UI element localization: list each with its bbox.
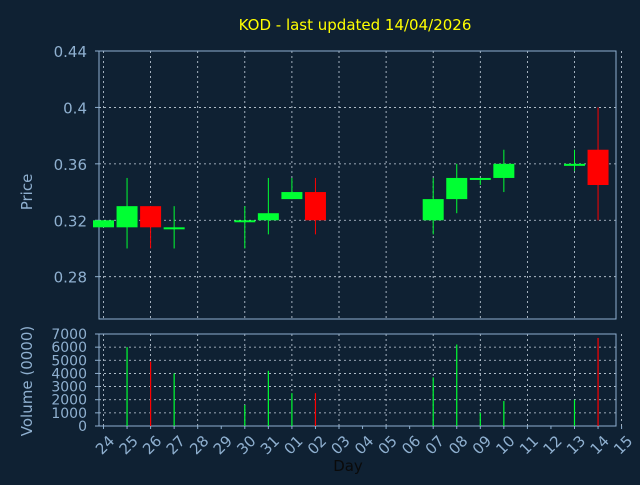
price-panel: 0.44 0.4 0.36 0.32 0.28: [54, 43, 622, 320]
price-plot-frame: [98, 50, 617, 320]
candle-body: [422, 199, 444, 221]
volume-y-tick-label: 2000: [51, 393, 87, 409]
candle-body: [140, 206, 162, 228]
volume-y-tick-label: 6000: [51, 340, 87, 356]
price-y-tick-label: 0.32: [54, 212, 87, 230]
price-y-axis-label: Price: [18, 174, 36, 211]
price-y-tick-label: 0.28: [54, 269, 87, 287]
volume-y-tick-label: 4000: [51, 366, 87, 382]
volume-y-tick-label: 3000: [51, 380, 87, 396]
price-y-tick-label: 0.36: [54, 156, 87, 174]
price-y-tick-label: 0.4: [63, 99, 87, 117]
candle-body: [304, 192, 326, 221]
candle-body: [493, 163, 515, 178]
candle-body: [564, 163, 585, 166]
volume-y-tick-label: 1000: [51, 406, 87, 422]
volume-y-tick-label: 7000: [51, 327, 87, 343]
candle-body: [446, 177, 468, 200]
candle-body: [587, 149, 609, 185]
chart-title: KOD - last updated 14/04/2026: [239, 16, 472, 34]
candle-body: [93, 220, 114, 228]
candle-body: [234, 220, 256, 223]
volume-y-tick-label: 5000: [51, 353, 87, 369]
candle-body: [469, 177, 491, 180]
volume-y-axis-label: Volume (0000): [18, 326, 36, 436]
candle-body: [257, 213, 279, 221]
volume-y-tick-label: 0: [78, 419, 87, 435]
volume-plot-frame: [98, 333, 617, 427]
candle-body: [116, 206, 138, 228]
candle-body: [163, 227, 185, 230]
candle-body: [281, 192, 303, 200]
price-y-tick-label: 0.44: [54, 43, 87, 61]
day-x-axis-label: Day: [333, 457, 363, 475]
